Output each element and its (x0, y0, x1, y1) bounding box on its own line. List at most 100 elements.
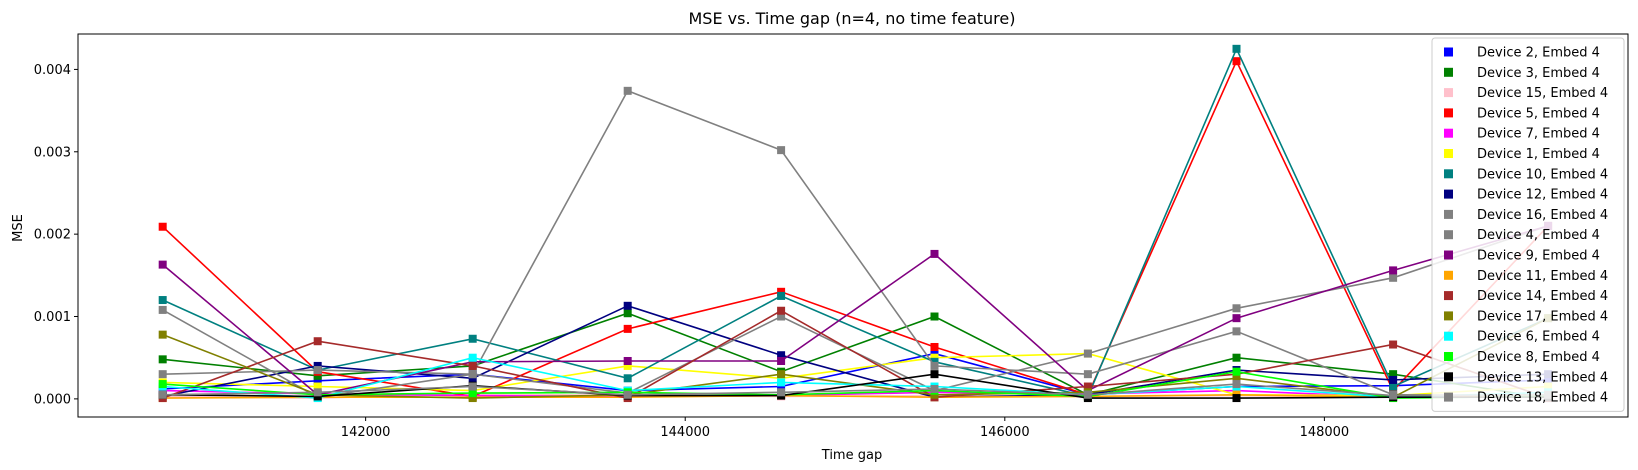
data-point (777, 146, 786, 155)
data-point (1232, 353, 1241, 362)
legend-label: Device 11, Embed 4 (1477, 269, 1608, 284)
series-group (158, 44, 1553, 401)
legend-label: Device 3, Embed 4 (1477, 66, 1600, 81)
legend-swatch (1444, 149, 1453, 158)
data-point (1389, 273, 1398, 282)
legend-label: Device 1, Embed 4 (1477, 147, 1600, 162)
series-line (162, 89, 1549, 397)
data-point (777, 378, 786, 387)
data-point (1232, 57, 1241, 66)
x-tick-label: 142000 (341, 425, 391, 440)
data-point (1083, 390, 1092, 399)
data-point (158, 296, 167, 305)
x-axis: 142000 144000 146000 148000 (341, 417, 1349, 440)
legend-label: Device 16, Embed 4 (1477, 208, 1608, 223)
legend-swatch (1444, 291, 1453, 301)
data-point (313, 361, 322, 370)
legend-swatch (1444, 372, 1453, 382)
data-point (1389, 266, 1398, 275)
data-point (777, 291, 786, 300)
data-point (158, 330, 167, 339)
data-point (1389, 375, 1398, 384)
data-point (777, 382, 786, 391)
x-tick-label: 144000 (660, 425, 710, 440)
legend-swatch (1444, 250, 1453, 260)
data-point (313, 392, 322, 401)
data-point (777, 306, 786, 315)
data-point (468, 389, 477, 398)
data-point (1232, 380, 1241, 389)
data-point (930, 370, 939, 379)
legend-swatch (1444, 47, 1453, 57)
data-point (313, 337, 322, 346)
series-line (162, 383, 1549, 397)
data-point (930, 384, 939, 393)
plot-frame (77, 33, 1629, 418)
x-tick-label: 148000 (1300, 425, 1350, 440)
legend-swatch (1444, 88, 1453, 98)
chart-title: MSE vs. Time gap (n=4, no time feature) (689, 9, 1016, 28)
legend: Device 2, Embed 4 Device 3, Embed 4 Device… (1431, 37, 1625, 412)
data-point (1232, 367, 1241, 376)
data-point (158, 355, 167, 364)
data-point (313, 371, 322, 380)
data-point (623, 390, 632, 399)
legend-swatch (1444, 209, 1453, 219)
data-point (623, 374, 632, 383)
legend-swatch (1444, 352, 1453, 361)
data-point (158, 305, 167, 314)
legend-label: Device 8, Embed 4 (1477, 350, 1600, 365)
data-point (1083, 382, 1092, 391)
series-line (162, 59, 1549, 398)
data-point (313, 388, 322, 397)
legend-swatch (1444, 270, 1453, 280)
data-point (158, 222, 167, 231)
data-point (930, 390, 939, 399)
data-point (468, 361, 477, 370)
legend-swatch (1444, 392, 1453, 402)
data-point (777, 356, 786, 365)
data-point (158, 380, 167, 389)
y-axis-title: MSE (11, 214, 26, 242)
data-point (930, 342, 939, 351)
legend-swatch (1444, 108, 1453, 118)
data-point (1232, 44, 1241, 53)
legend-label: Device 17, Embed 4 (1477, 309, 1608, 324)
data-point (468, 353, 477, 362)
plot-content (158, 44, 1553, 403)
series-line (162, 373, 1549, 399)
data-point (930, 312, 939, 321)
data-point (313, 366, 322, 375)
data-point (1232, 314, 1241, 323)
legend-label: Device 7, Embed 4 (1477, 127, 1600, 142)
legend-label: Device 14, Embed 4 (1477, 289, 1608, 304)
legend-swatch (1444, 169, 1453, 179)
data-point (777, 374, 786, 383)
legend-label: Device 10, Embed 4 (1477, 167, 1608, 182)
legend-label: Device 18, Embed 4 (1477, 391, 1608, 406)
series-line (162, 370, 1549, 399)
data-point (623, 86, 632, 95)
data-point (1083, 370, 1092, 379)
legend-swatch (1444, 189, 1453, 199)
data-point (313, 376, 322, 385)
data-point (1389, 386, 1398, 395)
data-point (777, 388, 786, 397)
data-point (468, 382, 477, 391)
legend-box (1431, 37, 1625, 412)
data-point (777, 312, 786, 321)
data-point (1389, 370, 1398, 379)
data-point (468, 334, 477, 343)
data-point (623, 324, 632, 333)
data-point (1232, 394, 1241, 403)
legend-label: Device 9, Embed 4 (1477, 249, 1600, 264)
series-line (162, 312, 1549, 399)
data-point (468, 374, 477, 383)
data-point (1232, 386, 1241, 395)
data-point (777, 370, 786, 379)
data-point (623, 356, 632, 365)
data-point (1232, 304, 1241, 313)
legend-swatch (1444, 331, 1453, 341)
y-tick-label: 0.002 (34, 228, 71, 243)
